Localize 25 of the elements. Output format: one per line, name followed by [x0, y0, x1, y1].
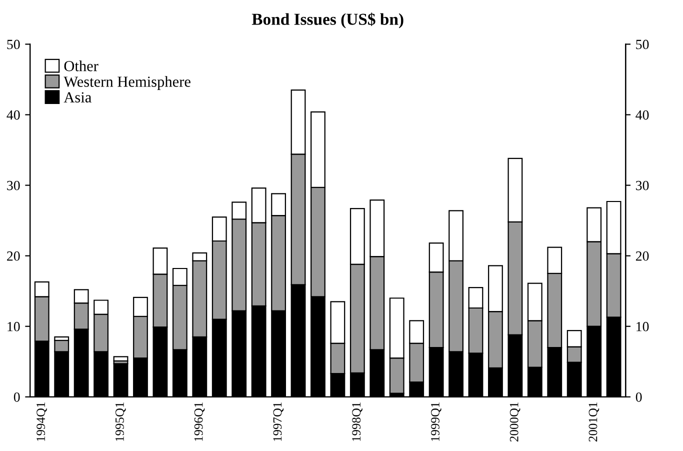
- bar: [113, 356, 128, 362]
- y2-tick-label: 30: [636, 180, 649, 190]
- y2-tick-label: 40: [636, 110, 649, 120]
- x-tick-label: 1995Q1: [115, 402, 126, 441]
- x-tick-label: 1999Q1: [431, 402, 442, 441]
- y2-tick-label: 10: [636, 322, 649, 332]
- y2-tick-label: 0: [636, 392, 642, 402]
- y-tick-label: 20: [7, 251, 20, 261]
- legend-label: Western Hemisphere: [64, 76, 190, 90]
- y2-tick-label: 50: [636, 40, 649, 50]
- chart-title: Bond Issues (US$ bn): [252, 12, 404, 28]
- x-tick-label: 1994Q1: [36, 402, 47, 441]
- x-tick-label: 1998Q1: [352, 402, 362, 441]
- x-tick-label: 1997Q1: [273, 402, 284, 441]
- y2-tick-label: 20: [636, 251, 649, 261]
- y-tick-label: 50: [7, 40, 20, 50]
- y-tick-label: 30: [7, 180, 20, 190]
- legend-label: Other: [64, 60, 98, 72]
- y-tick-label: 40: [6, 110, 20, 120]
- y-tick-label: 0: [14, 392, 20, 402]
- x-tick-label: 2000Q1: [510, 402, 520, 442]
- x-tick-label: 2001Q1: [588, 402, 600, 442]
- x-tick-label: 1996Q1: [194, 402, 205, 441]
- legend-label: Asia: [64, 92, 92, 102]
- y-tick-label: 10: [8, 322, 20, 332]
